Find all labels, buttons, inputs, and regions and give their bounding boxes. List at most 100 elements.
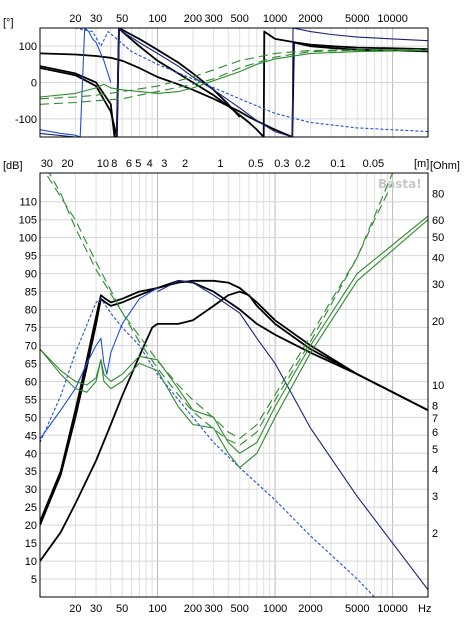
y-tick-label: 75 bbox=[25, 323, 37, 335]
x-top-tick-label: 1000 bbox=[263, 13, 287, 25]
x-bottom-tick-label: 5000 bbox=[345, 603, 369, 615]
y2-tick-label: 3 bbox=[432, 491, 438, 503]
y2-tick-label: 80 bbox=[432, 189, 444, 201]
y-tick-label: 105 bbox=[19, 215, 37, 227]
y-tick-label: 100 bbox=[19, 233, 37, 245]
series-line-5 bbox=[40, 287, 158, 440]
grid bbox=[40, 173, 428, 597]
y-unit-label: [°] bbox=[3, 17, 14, 29]
y-tick-label: 90 bbox=[25, 269, 37, 281]
y-tick-label: 15 bbox=[25, 538, 37, 550]
x-top-tick-label: 100 bbox=[148, 13, 166, 25]
y-tick-label: 55 bbox=[25, 394, 37, 406]
series-line-4 bbox=[40, 28, 265, 137]
x-top-tick-label: 500 bbox=[231, 13, 249, 25]
y-tick-label: 0 bbox=[31, 78, 37, 90]
x-bottom-tick-label: 300 bbox=[204, 603, 222, 615]
series-group bbox=[40, 28, 428, 137]
x-top-tick-label: 300 bbox=[204, 13, 222, 25]
series-line-5 bbox=[262, 30, 428, 137]
plot-frame bbox=[39, 172, 429, 598]
y-unit-label: [dB] bbox=[3, 160, 23, 172]
y2-tick-label: 40 bbox=[432, 252, 444, 264]
x-bottom-tick-label: 500 bbox=[231, 603, 249, 615]
x-bottom-tick-label: 100 bbox=[148, 603, 166, 615]
series-line-8 bbox=[40, 28, 428, 133]
top-axis-unit-label: [m] bbox=[414, 158, 429, 170]
x-top-tick-label: 200 bbox=[184, 13, 202, 25]
wavelength-tick-label: 0.2 bbox=[295, 158, 310, 170]
wavelength-tick-label: 5 bbox=[135, 158, 141, 170]
x-unit-label: Hz bbox=[418, 603, 431, 615]
y2-tick-label: 4 bbox=[432, 464, 438, 476]
x-bottom-tick-label: 20 bbox=[69, 603, 81, 615]
x-top-tick-label: 30 bbox=[90, 13, 102, 25]
y-tick-label: 45 bbox=[25, 430, 37, 442]
wavelength-tick-label: 6 bbox=[126, 158, 132, 170]
series-line-11 bbox=[40, 48, 428, 100]
x-bottom-tick-label: 10000 bbox=[377, 603, 408, 615]
y-tick-label: -100 bbox=[15, 114, 37, 126]
y-tick-label: 30 bbox=[25, 484, 37, 496]
y2-tick-label: 30 bbox=[432, 279, 444, 291]
x-bottom-tick-label: 2000 bbox=[298, 603, 322, 615]
series-line-10 bbox=[40, 49, 428, 98]
y-tick-label: 40 bbox=[25, 448, 37, 460]
series-line-8 bbox=[40, 215, 428, 454]
y2-tick-label: 50 bbox=[432, 232, 444, 244]
x-top-tick-label: 2000 bbox=[298, 13, 322, 25]
wavelength-tick-label: 0.05 bbox=[363, 158, 384, 170]
y-tick-label: 10 bbox=[25, 556, 37, 568]
series-line-6 bbox=[40, 298, 393, 597]
y2-tick-label: 20 bbox=[432, 316, 444, 328]
series-line-12 bbox=[40, 49, 428, 105]
wavelength-tick-label: 20 bbox=[61, 158, 73, 170]
y-tick-label: 60 bbox=[25, 376, 37, 388]
x-bottom-tick-label: 200 bbox=[184, 603, 202, 615]
wavelength-tick-label: 1 bbox=[217, 158, 223, 170]
y-tick-label: 110 bbox=[19, 197, 37, 209]
series-line-4 bbox=[157, 280, 428, 591]
wavelength-tick-label: 2 bbox=[182, 158, 188, 170]
y-tick-label: 100 bbox=[19, 41, 37, 53]
series-line-6 bbox=[40, 28, 293, 137]
wavelength-tick-label: 0.1 bbox=[330, 158, 345, 170]
series-line-9 bbox=[40, 28, 112, 137]
y-tick-label: 5 bbox=[31, 574, 37, 586]
y2-tick-label: 6 bbox=[432, 427, 438, 439]
x-top-tick-label: 50 bbox=[116, 13, 128, 25]
y-tick-label: 85 bbox=[25, 287, 37, 299]
x-top-tick-label: 20 bbox=[69, 13, 81, 25]
x-bottom-tick-label: 30 bbox=[90, 603, 102, 615]
watermark-text: Basta! bbox=[378, 177, 422, 191]
x-top-tick-label: 10000 bbox=[377, 13, 408, 25]
wavelength-tick-label: 3 bbox=[161, 158, 167, 170]
series-line-9 bbox=[48, 173, 394, 439]
wavelength-tick-label: 0.5 bbox=[248, 158, 263, 170]
plot-frame bbox=[39, 27, 429, 138]
plot-area bbox=[40, 173, 428, 597]
wavelength-tick-label: 0.3 bbox=[274, 158, 289, 170]
y2-tick-label: 7 bbox=[432, 413, 438, 425]
spl-impedance-panel: 1101051009590858075706560555045403530252… bbox=[3, 158, 460, 615]
y-tick-label: 35 bbox=[25, 466, 37, 478]
wavelength-tick-label: 10 bbox=[97, 158, 109, 170]
y-tick-label: 65 bbox=[25, 358, 37, 370]
y2-tick-label: 60 bbox=[432, 215, 444, 227]
series-line-3 bbox=[40, 28, 241, 137]
y-tick-label: 20 bbox=[25, 520, 37, 532]
wavelength-tick-label: 4 bbox=[147, 158, 153, 170]
y2-unit-label: [Ohm] bbox=[430, 160, 460, 172]
series-line-7 bbox=[291, 28, 428, 137]
y2-tick-label: 10 bbox=[432, 380, 444, 392]
x-bottom-tick-label: 1000 bbox=[263, 603, 287, 615]
y-tick-label: 50 bbox=[25, 412, 37, 424]
y2-tick-label: 5 bbox=[432, 444, 438, 456]
y-tick-label: 70 bbox=[25, 340, 37, 352]
series-line-10 bbox=[44, 173, 394, 446]
y-tick-label: 80 bbox=[25, 305, 37, 317]
y2-tick-label: 2 bbox=[432, 528, 438, 540]
